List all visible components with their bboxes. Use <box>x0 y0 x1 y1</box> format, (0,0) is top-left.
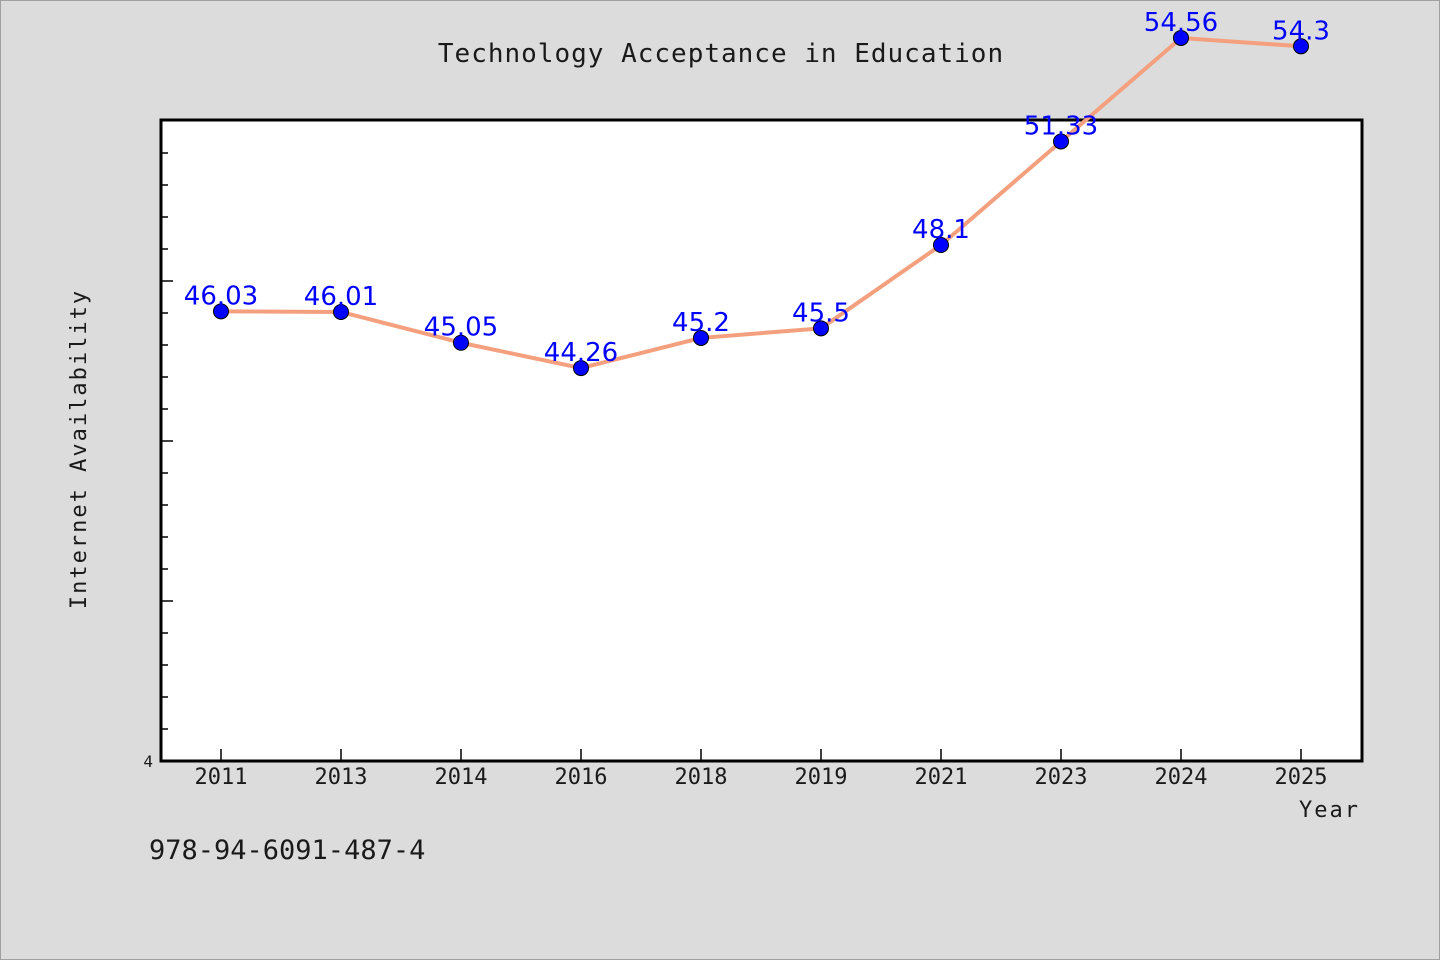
plot-area <box>159 118 1364 763</box>
series-markers <box>213 29 1309 377</box>
y-tick-label: 4 <box>143 752 153 771</box>
data-point-2018 <box>693 329 709 346</box>
data-label-2018: 45.2 <box>672 308 730 338</box>
x-tick-label-2024: 2024 <box>1155 765 1208 790</box>
data-labels: 46.03 46.01 45.05 44.26 45.2 45.5 48.1 51.33 54.… <box>184 8 1330 368</box>
x-tick-label-2023: 2023 <box>1035 765 1088 790</box>
y-axis-label: Internet Availability <box>67 289 92 609</box>
y-axis-ticks: 4 <box>143 152 173 771</box>
x-tick-label-2018: 2018 <box>675 765 728 790</box>
data-point-2016 <box>573 360 589 377</box>
isbn-code: 978-94-6091-487-4 <box>149 835 426 866</box>
x-tick-label-2025: 2025 <box>1275 765 1328 790</box>
x-axis-ticks: 2011 2013 2014 2016 2018 2019 2021 2023 2024 2025 <box>195 749 1328 790</box>
data-point-2024 <box>1173 29 1189 46</box>
data-point-2013 <box>333 303 349 320</box>
data-label-2011: 46.03 <box>184 281 258 311</box>
x-tick-label-2016: 2016 <box>555 765 608 790</box>
data-label-2023: 51.33 <box>1024 111 1098 141</box>
x-tick-label-2013: 2013 <box>315 765 368 790</box>
data-point-2011 <box>213 303 229 320</box>
chart-title: Technology Acceptance in Education <box>438 39 1004 69</box>
data-label-2024: 54.56 <box>1144 8 1218 38</box>
x-tick-label-2011: 2011 <box>195 765 248 790</box>
x-tick-label-2019: 2019 <box>795 765 848 790</box>
data-label-2016: 44.26 <box>544 338 618 368</box>
series-line <box>220 35 1302 371</box>
data-point-2023 <box>1053 133 1069 150</box>
data-label-2013: 46.01 <box>304 282 378 312</box>
data-point-2019 <box>813 320 829 337</box>
data-point-2025 <box>1293 38 1309 55</box>
data-label-2025: 54.3 <box>1272 16 1330 46</box>
x-tick-label-2021: 2021 <box>915 765 968 790</box>
data-label-2019: 45.5 <box>792 298 850 328</box>
data-point-2021 <box>933 236 949 253</box>
data-point-2014 <box>453 334 469 351</box>
data-label-2014: 45.05 <box>424 313 498 343</box>
x-axis-label: Year <box>1299 798 1360 823</box>
data-label-2021: 48.1 <box>912 215 970 245</box>
x-tick-label-2014: 2014 <box>435 765 488 790</box>
